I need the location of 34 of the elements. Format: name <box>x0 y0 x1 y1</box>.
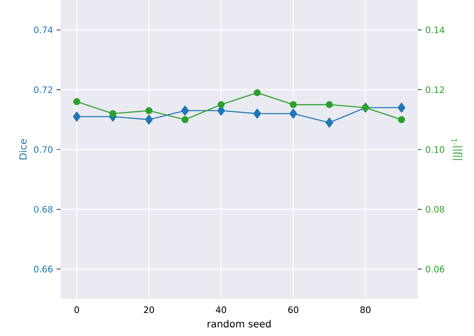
point <box>218 101 225 108</box>
x-axis-title: random seed <box>208 320 271 328</box>
y-tick-label: 0.68 <box>34 206 53 213</box>
point <box>72 112 81 122</box>
y-tick-label: 0.72 <box>34 86 52 94</box>
point <box>109 110 116 118</box>
point <box>398 116 405 124</box>
point <box>289 108 298 119</box>
y2-axis-title: ||J||$^{-1}$ <box>452 139 463 160</box>
point <box>326 101 333 108</box>
y2-tick-label: 0.14 <box>426 26 444 34</box>
y2-tick-label: 0.12 <box>426 86 444 94</box>
x-tick-label: 20 <box>144 306 154 314</box>
x-tick-label: 60 <box>288 306 298 314</box>
point <box>73 98 80 106</box>
x-tick-label: 40 <box>216 306 226 314</box>
y-tick-label: 0.70 <box>34 146 53 154</box>
x-tick-label: 80 <box>360 306 370 314</box>
y2-tick-label: 0.08 <box>426 206 444 213</box>
point <box>254 89 261 96</box>
y-tick-label: 0.74 <box>34 26 53 34</box>
y2-tick-label: 0.10 <box>426 146 444 154</box>
point <box>325 118 334 128</box>
point <box>182 116 189 124</box>
y-axis-title: Dice <box>19 139 27 160</box>
point <box>145 107 152 114</box>
point <box>253 108 262 119</box>
point <box>398 102 406 113</box>
point <box>290 101 297 108</box>
point <box>145 114 153 125</box>
y2-tick-label: 0.06 <box>426 266 444 273</box>
y-tick-label: 0.66 <box>34 266 53 273</box>
point <box>181 106 189 116</box>
x-tick-label: 0 <box>74 306 79 314</box>
